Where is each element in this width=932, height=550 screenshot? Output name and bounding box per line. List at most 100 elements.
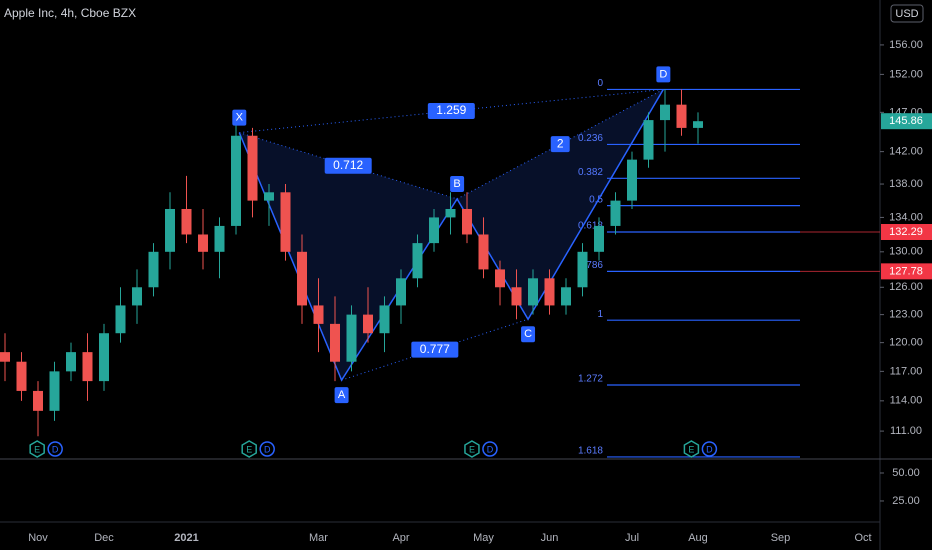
ratio-label: 2 xyxy=(557,136,564,150)
x-tick-label: Dec xyxy=(94,532,114,544)
candle-body xyxy=(181,208,192,235)
candle-body xyxy=(445,208,456,218)
candle-body xyxy=(214,225,225,252)
event-marker xyxy=(47,441,63,457)
candle-body xyxy=(412,243,423,279)
pattern-fill xyxy=(239,132,458,381)
ratio-badge xyxy=(324,157,372,174)
event-label: E xyxy=(688,444,694,454)
candle-body xyxy=(561,287,571,306)
fib-label: 0.5 xyxy=(589,194,603,205)
event-marker xyxy=(701,441,718,457)
candle-body xyxy=(49,371,60,411)
x-tick-label: Mar xyxy=(309,532,328,544)
y-tick-label: 123.00 xyxy=(889,309,923,321)
event-marker xyxy=(464,440,480,458)
fib-label: 1 xyxy=(597,309,603,320)
candle-body xyxy=(82,352,93,382)
candle-body xyxy=(478,234,489,270)
event-label: E xyxy=(34,444,40,454)
pattern-dotted-line xyxy=(341,318,529,381)
last-price-label: 145.86 xyxy=(889,115,923,127)
candle-body xyxy=(495,269,505,288)
y-tick-label: 117.00 xyxy=(890,365,923,377)
pattern-fill xyxy=(457,89,664,320)
ratio-label: 1.259 xyxy=(436,103,466,117)
last-price-badge xyxy=(881,113,932,130)
candle-body xyxy=(198,234,208,252)
x-tick-label: Aug xyxy=(688,532,708,544)
point-label: B xyxy=(453,178,460,190)
event-marker xyxy=(241,440,257,458)
event-marker xyxy=(29,440,45,458)
point-label: C xyxy=(524,328,532,340)
candle-body xyxy=(660,104,670,121)
y-tick-label: 130.00 xyxy=(889,246,923,258)
chart-title: Apple Inc, 4h, Cboe BZX xyxy=(4,6,136,20)
x-tick-label: Oct xyxy=(854,532,871,544)
candle-body xyxy=(115,305,126,334)
x-tick-label: Sep xyxy=(771,532,791,544)
fib-label: 0 xyxy=(597,78,603,89)
candle-body xyxy=(0,352,10,362)
candle-body xyxy=(132,287,142,306)
currency[interactable]: USD xyxy=(895,8,918,20)
point-badge xyxy=(656,66,671,83)
candle-body xyxy=(297,251,307,306)
marked-price-label: 127.78 xyxy=(889,265,923,277)
candle-body xyxy=(33,390,43,411)
y-tick-label: 111.00 xyxy=(890,425,922,437)
ratio-badge xyxy=(411,341,459,358)
fib-label: 0.786 xyxy=(578,260,603,271)
marked-price-label: 132.29 xyxy=(889,226,923,238)
candle-body xyxy=(99,333,109,382)
event-label: D xyxy=(264,444,271,454)
x-tick-label: Jul xyxy=(625,532,639,544)
y-tick-label: 134.00 xyxy=(889,211,923,223)
lower-y-tick-label: 25.00 xyxy=(892,495,920,507)
candle-body xyxy=(429,217,439,244)
ratio-label: 0.777 xyxy=(420,342,450,356)
fib-label: 0.382 xyxy=(578,167,603,178)
candle-body xyxy=(165,208,175,252)
point-label: D xyxy=(659,68,667,80)
ratio-badge xyxy=(427,103,475,120)
point-badge xyxy=(232,109,247,126)
point-badge xyxy=(521,326,536,343)
candle-body xyxy=(231,135,241,226)
lower-y-tick-label: 50.00 xyxy=(892,467,920,479)
candle-body xyxy=(363,314,373,334)
x-tick-label: 2021 xyxy=(174,532,198,544)
marked-price-badge xyxy=(881,223,932,240)
point-badge xyxy=(334,387,349,404)
x-tick-label: Nov xyxy=(28,532,48,544)
fib-label: 1.618 xyxy=(578,446,603,457)
y-tick-label: 142.00 xyxy=(889,146,923,158)
candle-body xyxy=(676,104,687,128)
point-badge xyxy=(450,175,465,192)
fib-label: 1.272 xyxy=(578,374,603,385)
ratio-badge xyxy=(550,136,570,153)
candle-body xyxy=(264,192,274,201)
x-tick-label: May xyxy=(473,532,494,544)
y-tick-label: 152.00 xyxy=(889,68,923,80)
event-marker xyxy=(482,441,498,457)
fib-label: 0.618 xyxy=(578,221,603,232)
candle-body xyxy=(462,208,472,235)
candle-body xyxy=(627,159,637,201)
currency-button[interactable] xyxy=(890,4,924,23)
candle-body xyxy=(610,200,621,226)
candle-body xyxy=(313,305,324,324)
candle-body xyxy=(544,278,555,306)
candle-body xyxy=(511,287,522,306)
candle-body xyxy=(346,314,357,362)
event-label: D xyxy=(706,444,713,454)
candle-body xyxy=(330,323,340,362)
candle-body xyxy=(379,305,390,334)
candle-body xyxy=(643,120,654,160)
y-tick-label: 126.00 xyxy=(889,281,923,293)
x-tick-label: Apr xyxy=(392,532,409,544)
candle-body xyxy=(528,278,538,306)
y-tick-label: 120.00 xyxy=(889,337,923,349)
